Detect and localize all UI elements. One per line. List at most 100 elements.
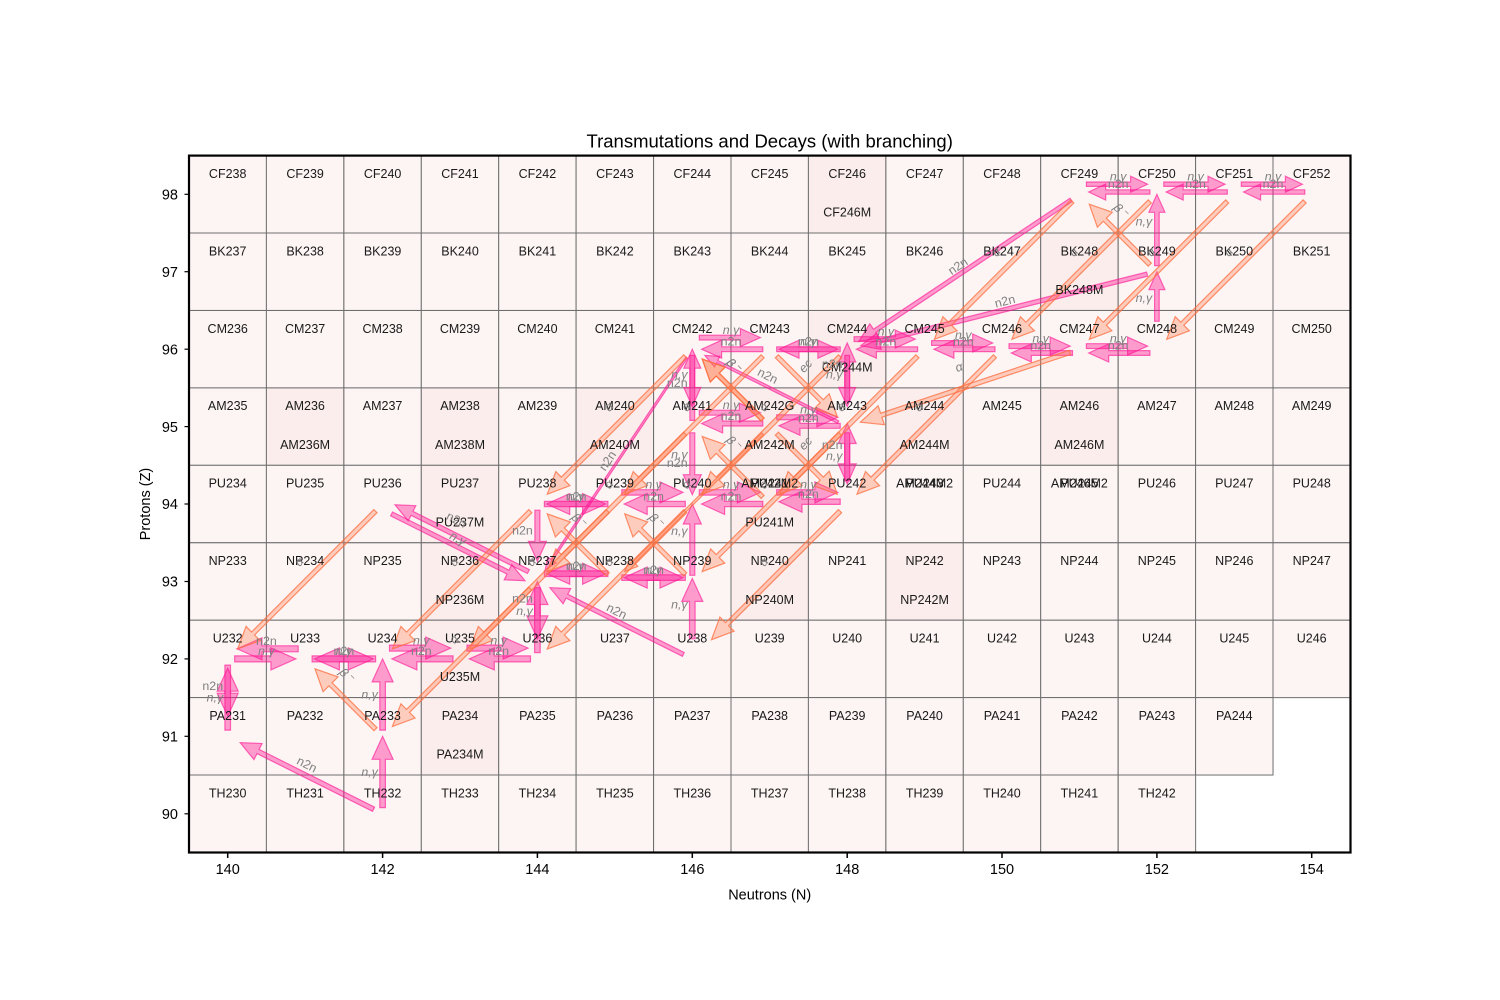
svg-text:PA233: PA233 [364, 709, 401, 723]
svg-text:TH230: TH230 [209, 786, 247, 800]
svg-text:PU235: PU235 [286, 477, 324, 491]
svg-text:152: 152 [1145, 862, 1169, 878]
svg-text:n2n: n2n [798, 334, 819, 348]
svg-text:95: 95 [162, 420, 178, 436]
svg-text:AM246M2: AM246M2 [1051, 477, 1108, 491]
svg-text:n,γ: n,γ [568, 559, 585, 573]
svg-text:n2n: n2n [667, 376, 688, 390]
svg-text:BK245: BK245 [828, 244, 866, 258]
svg-text:AM237: AM237 [363, 399, 403, 413]
svg-text:PU237M: PU237M [436, 515, 485, 529]
svg-text:n2n: n2n [411, 644, 432, 658]
svg-text:U242: U242 [987, 632, 1017, 646]
svg-text:U235: U235 [445, 632, 475, 646]
svg-text:n,γ: n,γ [671, 598, 688, 612]
svg-text:U236: U236 [522, 632, 552, 646]
svg-text:Neutrons (N): Neutrons (N) [728, 888, 811, 904]
svg-text:AM242M2: AM242M2 [741, 477, 798, 491]
svg-text:NP242M: NP242M [900, 593, 949, 607]
svg-text:BK240: BK240 [441, 244, 479, 258]
svg-text:NP246: NP246 [1215, 554, 1253, 568]
svg-text:n,γ: n,γ [516, 604, 533, 618]
svg-text:n2n: n2n [334, 644, 355, 658]
svg-text:n2n: n2n [721, 334, 742, 348]
svg-text:n2n: n2n [643, 563, 664, 577]
svg-text:CF248: CF248 [983, 167, 1021, 181]
svg-text:NP239: NP239 [673, 554, 711, 568]
svg-text:n2n: n2n [512, 523, 533, 537]
svg-text:CM244M: CM244M [822, 361, 873, 375]
svg-text:n2n: n2n [667, 456, 688, 470]
svg-text:n,γ: n,γ [800, 478, 817, 492]
svg-text:CF242: CF242 [519, 167, 557, 181]
svg-text:PA240: PA240 [906, 709, 943, 723]
svg-text:BK237: BK237 [209, 244, 247, 258]
svg-text:150: 150 [990, 862, 1014, 878]
svg-text:U238: U238 [677, 632, 707, 646]
svg-text:NP243: NP243 [983, 554, 1021, 568]
svg-text:PA235: PA235 [519, 709, 556, 723]
svg-text:PA234M: PA234M [436, 748, 483, 762]
svg-text:BK248: BK248 [1061, 244, 1099, 258]
svg-text:PU241: PU241 [751, 477, 789, 491]
svg-text:PU245: PU245 [1060, 477, 1098, 491]
svg-text:PU243: PU243 [905, 477, 943, 491]
svg-text:PU244: PU244 [983, 477, 1021, 491]
svg-text:AM244M: AM244M [900, 438, 950, 452]
svg-text:CF241: CF241 [441, 167, 479, 181]
svg-text:CF246: CF246 [828, 167, 866, 181]
svg-text:AM245: AM245 [982, 399, 1022, 413]
svg-text:AM241: AM241 [672, 399, 712, 413]
svg-text:n2n: n2n [798, 487, 819, 501]
svg-text:154: 154 [1300, 862, 1324, 878]
svg-text:NP241: NP241 [828, 554, 866, 568]
svg-text:NP244: NP244 [1060, 554, 1098, 568]
svg-text:NP236: NP236 [441, 554, 479, 568]
svg-text:TH235: TH235 [596, 786, 634, 800]
svg-text:PA238: PA238 [751, 709, 788, 723]
svg-text:PA243: PA243 [1139, 709, 1176, 723]
svg-text:n2n: n2n [256, 634, 277, 648]
svg-text:AM242M: AM242M [745, 438, 795, 452]
svg-text:PU246: PU246 [1138, 477, 1176, 491]
svg-text:AM239: AM239 [518, 399, 558, 413]
svg-text:n,γ: n,γ [447, 529, 469, 549]
svg-text:n2n: n2n [512, 592, 533, 606]
svg-text:n,γ: n,γ [671, 368, 688, 382]
svg-text:n,γ: n,γ [671, 524, 688, 538]
svg-text:CM241: CM241 [595, 322, 635, 336]
svg-text:AM246M: AM246M [1054, 438, 1104, 452]
svg-text:AM238: AM238 [440, 399, 480, 413]
svg-text:CM238: CM238 [362, 322, 402, 336]
svg-text:BK243: BK243 [674, 244, 712, 258]
svg-text:U239: U239 [755, 632, 785, 646]
svg-text:BK242: BK242 [596, 244, 634, 258]
svg-text:BK248M: BK248M [1055, 283, 1103, 297]
svg-text:n,γ: n,γ [1136, 214, 1153, 228]
svg-text:BK249: BK249 [1138, 244, 1176, 258]
svg-text:CM250: CM250 [1292, 322, 1332, 336]
svg-text:n,γ: n,γ [826, 449, 843, 463]
svg-text:U235M: U235M [440, 670, 480, 684]
svg-text:CF247: CF247 [906, 167, 944, 181]
svg-text:Transmutations and Decays (wit: Transmutations and Decays (with branchin… [586, 131, 952, 152]
svg-text:NP234: NP234 [286, 554, 324, 568]
svg-text:AM247: AM247 [1137, 399, 1177, 413]
svg-text:U240: U240 [832, 632, 862, 646]
svg-text:U233: U233 [290, 632, 320, 646]
svg-text:n,γ: n,γ [1110, 170, 1127, 184]
svg-text:PU239: PU239 [596, 477, 634, 491]
svg-text:U245: U245 [1219, 632, 1249, 646]
svg-text:AM244M2: AM244M2 [896, 477, 953, 491]
svg-text:n,γ: n,γ [1110, 331, 1127, 345]
svg-text:U232: U232 [213, 632, 243, 646]
svg-text:BK238: BK238 [286, 244, 324, 258]
svg-text:n,γ: n,γ [413, 633, 430, 647]
svg-text:U237: U237 [600, 632, 630, 646]
svg-text:TH233: TH233 [441, 786, 479, 800]
svg-text:PA232: PA232 [287, 709, 324, 723]
svg-text:n,γ: n,γ [800, 403, 817, 417]
svg-text:BK246: BK246 [906, 244, 944, 258]
svg-text:AM240M: AM240M [590, 438, 640, 452]
svg-text:n,γ: n,γ [671, 448, 688, 462]
